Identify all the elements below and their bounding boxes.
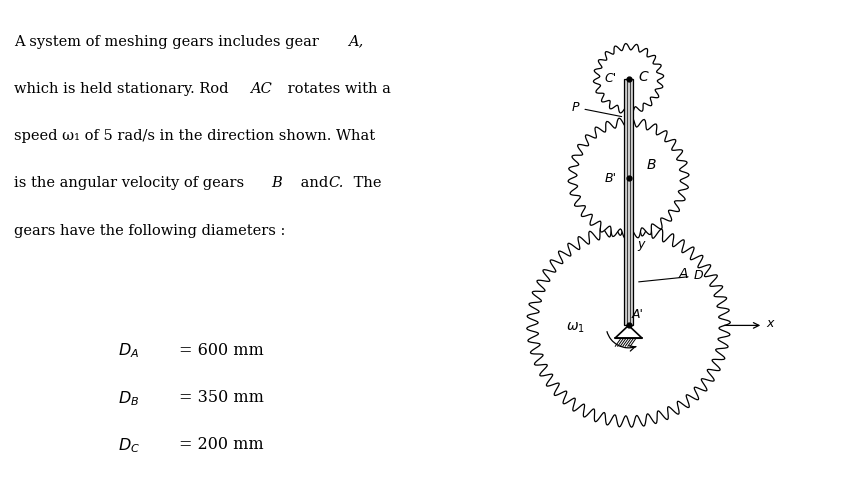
Text: C.: C. xyxy=(329,176,344,190)
Text: The: The xyxy=(348,176,381,190)
Text: AC: AC xyxy=(251,82,272,96)
Polygon shape xyxy=(526,224,730,427)
Text: x: x xyxy=(766,317,774,331)
Text: A,: A, xyxy=(348,35,364,49)
Text: P: P xyxy=(572,101,621,117)
Polygon shape xyxy=(568,117,689,239)
Text: A system of meshing gears includes gear: A system of meshing gears includes gear xyxy=(14,35,324,49)
Text: C': C' xyxy=(604,72,616,85)
Text: A: A xyxy=(679,267,688,281)
Text: B: B xyxy=(646,158,656,172)
Polygon shape xyxy=(594,44,664,114)
Text: B': B' xyxy=(605,171,616,184)
Text: $D_C$: $D_C$ xyxy=(118,436,140,455)
Text: $D_A$: $D_A$ xyxy=(118,342,139,360)
Text: and: and xyxy=(296,176,333,190)
Bar xyxy=(624,79,632,326)
Text: B: B xyxy=(272,176,282,190)
Text: $D_B$: $D_B$ xyxy=(118,389,139,408)
Text: is the angular velocity of gears: is the angular velocity of gears xyxy=(14,176,249,190)
Text: gears have the following diameters :: gears have the following diameters : xyxy=(14,224,285,238)
Text: speed ω₁ of 5 rad/s in the direction shown. What: speed ω₁ of 5 rad/s in the direction sho… xyxy=(14,129,375,143)
Text: D: D xyxy=(638,269,703,282)
Text: y: y xyxy=(637,238,645,251)
Text: C: C xyxy=(638,70,648,84)
Text: $\omega_1$: $\omega_1$ xyxy=(567,321,585,335)
Text: = 200 mm: = 200 mm xyxy=(179,436,263,453)
Text: = 350 mm: = 350 mm xyxy=(179,389,264,406)
Polygon shape xyxy=(615,326,643,338)
Text: which is held stationary. Rod: which is held stationary. Rod xyxy=(14,82,233,96)
Text: = 600 mm: = 600 mm xyxy=(179,342,264,359)
Text: rotates with a: rotates with a xyxy=(283,82,390,96)
Text: A': A' xyxy=(632,308,643,321)
